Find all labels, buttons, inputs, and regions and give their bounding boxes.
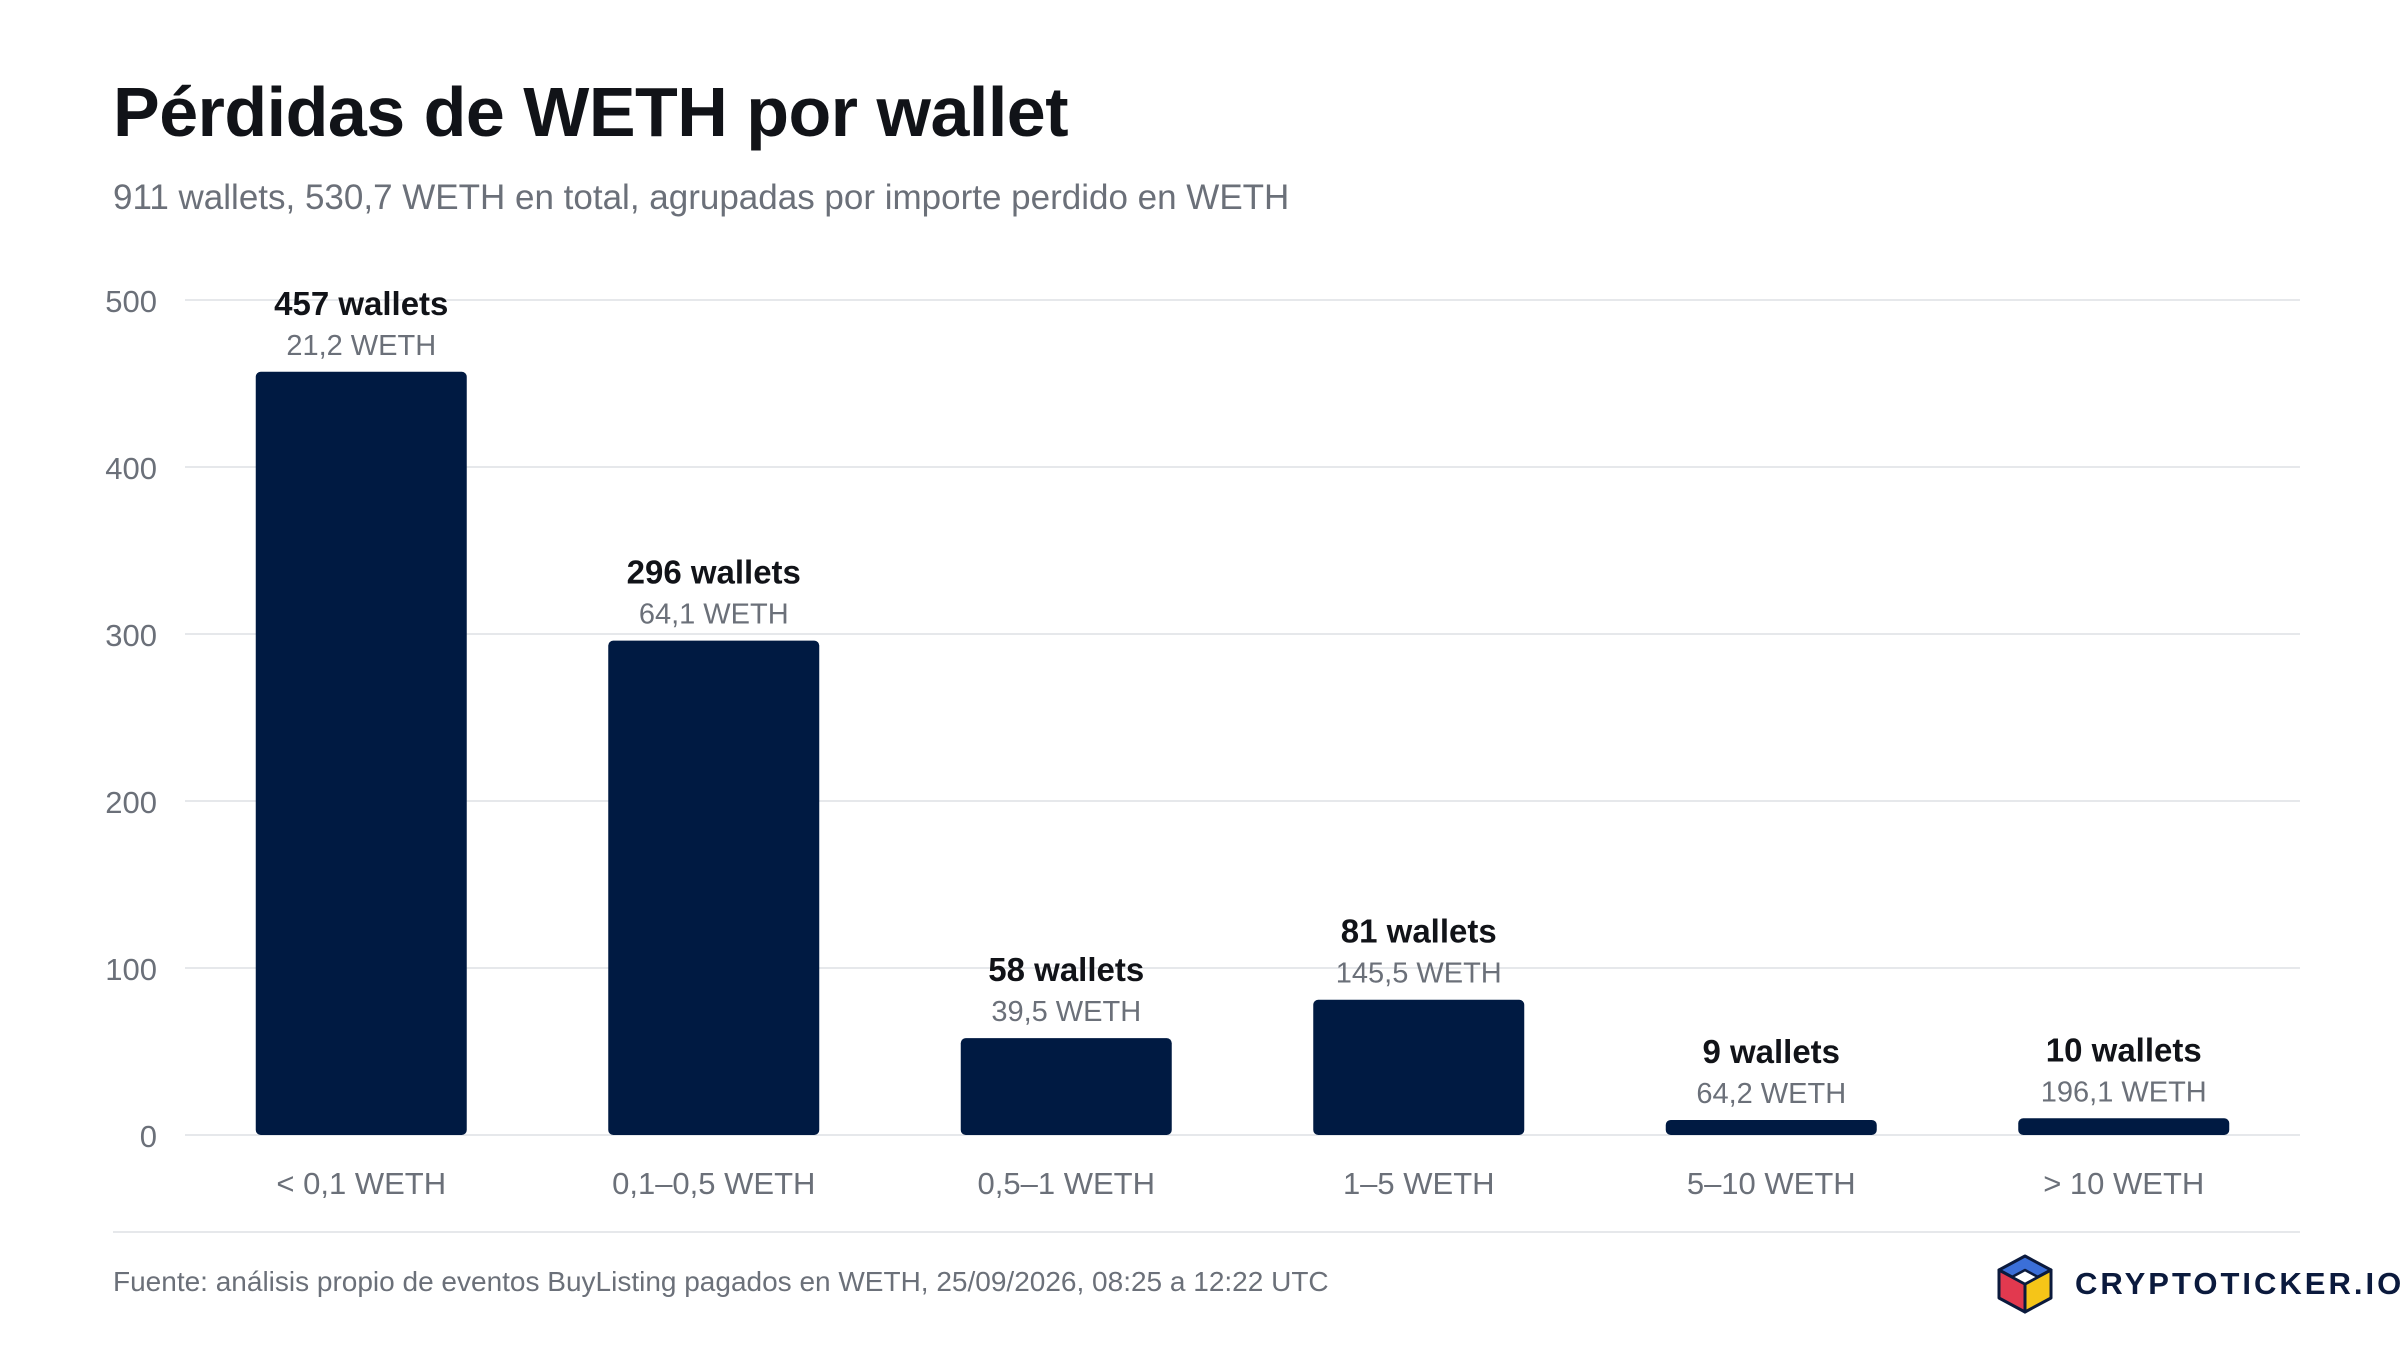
chart-title: Pérdidas de WETH por wallet (113, 73, 1069, 151)
bar-labels: 457 wallets 21,2 WETH 296 wallets 64,1 WETH… (274, 285, 2207, 1110)
bar (255, 371, 467, 1135)
x-axis-ticks: < 0,1 WETH 0,1–0,5 WETH 0,5–1 WETH 1–5 WETH… (276, 1166, 2204, 1201)
grid-lines (185, 299, 2300, 1136)
y-tick-label: 0 (140, 1119, 157, 1154)
bar-value-label: 10 wallets (2046, 1031, 2202, 1068)
y-tick-label: 300 (105, 618, 157, 653)
x-tick-label: < 0,1 WETH (276, 1166, 446, 1201)
bar-value-label: 457 wallets (274, 285, 448, 322)
bar-sub-label: 145,5 WETH (1336, 958, 1502, 990)
bar-value-label: 81 wallets (1341, 913, 1497, 950)
bar-value-label: 296 wallets (627, 554, 801, 591)
bar (960, 1038, 1172, 1135)
y-tick-label: 500 (105, 284, 157, 319)
y-tick-label: 400 (105, 451, 157, 486)
bar (2018, 1118, 2230, 1135)
x-tick-label: > 10 WETH (2043, 1166, 2204, 1201)
bar (608, 640, 820, 1135)
bar-value-label: 58 wallets (988, 951, 1144, 988)
y-tick-label: 100 (105, 952, 157, 987)
bars (255, 371, 2230, 1135)
source-note: Fuente: análisis propio de eventos BuyLi… (113, 1266, 1329, 1297)
bar-sub-label: 196,1 WETH (2041, 1076, 2207, 1108)
bar-sub-label: 21,2 WETH (286, 330, 436, 362)
footer-divider (113, 1231, 2300, 1233)
bar (1313, 999, 1525, 1135)
bar-sub-label: 39,5 WETH (991, 996, 1141, 1028)
y-axis-ticks: 0 100 200 300 400 500 (105, 284, 157, 1154)
bar-chart: 0 100 200 300 400 500 457 wallets 21,2 WETH 296… (105, 284, 2300, 1201)
y-tick-label: 200 (105, 785, 157, 820)
x-tick-label: 0,1–0,5 WETH (612, 1166, 815, 1201)
chart-subtitle: 911 wallets, 530,7 WETH en total, agrupa… (113, 178, 1290, 217)
brand[interactable]: CRYPTOTICKER.IO (1993, 1252, 2400, 1316)
bar-value-label: 9 wallets (1702, 1033, 1840, 1070)
bar (1665, 1119, 1877, 1135)
x-tick-label: 0,5–1 WETH (978, 1166, 1155, 1201)
brand-name: CRYPTOTICKER.IO (2075, 1266, 2400, 1301)
x-tick-label: 1–5 WETH (1343, 1166, 1495, 1201)
bar-sub-label: 64,1 WETH (639, 599, 789, 631)
isometric-cube-icon (1997, 1254, 2053, 1314)
bar-sub-label: 64,2 WETH (1696, 1078, 1846, 1110)
x-tick-label: 5–10 WETH (1687, 1166, 1856, 1201)
